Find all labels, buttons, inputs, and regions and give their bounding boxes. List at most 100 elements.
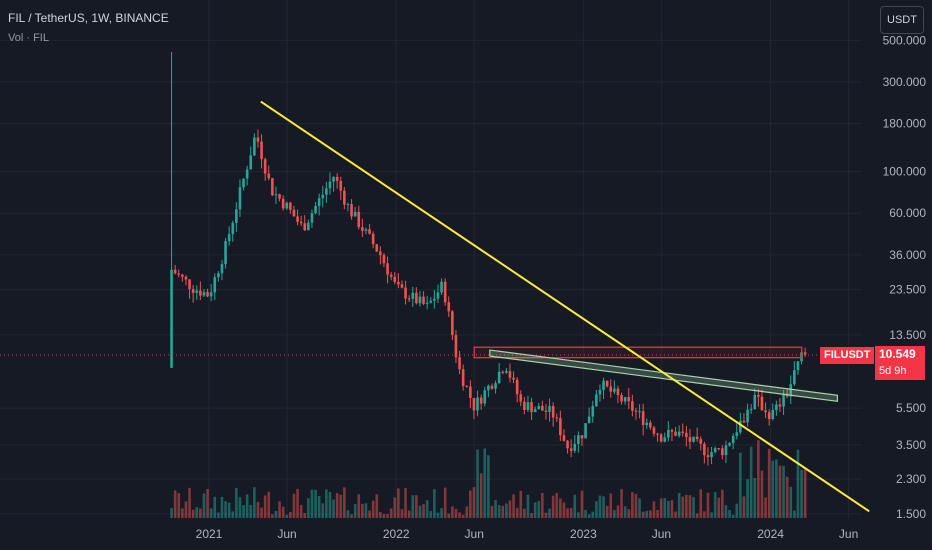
candle-body — [649, 422, 652, 428]
candle-body — [325, 188, 328, 195]
candle-body — [605, 380, 609, 387]
volume-bar — [782, 465, 785, 518]
candle-body — [692, 436, 695, 442]
resistance-zone[interactable] — [473, 346, 803, 359]
descending-trendline[interactable] — [260, 100, 870, 513]
volume-bar — [350, 514, 353, 518]
candle-body — [706, 455, 710, 458]
volume-bar — [793, 510, 796, 518]
volume-bar — [497, 505, 501, 518]
candle-body — [627, 397, 631, 402]
currency-button[interactable]: USDT — [880, 6, 924, 34]
volume-bar — [220, 496, 224, 518]
candle-body — [656, 433, 659, 435]
candle-body — [235, 209, 238, 223]
candle-body — [573, 443, 577, 451]
candle-body — [343, 190, 346, 205]
candle-body — [368, 229, 371, 234]
candle-body — [436, 292, 440, 299]
volume-bar — [382, 514, 386, 518]
candle-body — [389, 274, 393, 277]
volume-bar — [343, 487, 346, 518]
volume-bar — [404, 487, 407, 518]
volume-bar — [458, 512, 461, 518]
volume-bar — [757, 440, 760, 518]
candle-body — [422, 296, 425, 304]
volume-bar — [559, 498, 562, 518]
candle-body — [767, 412, 771, 420]
candle-body — [224, 241, 227, 265]
volume-bar — [325, 489, 328, 518]
volume-bar — [595, 501, 598, 518]
volume-bar — [296, 488, 299, 518]
candle-body — [645, 422, 649, 426]
volume-bar — [335, 493, 339, 518]
volume-bar — [227, 502, 231, 518]
candle-body — [533, 409, 537, 413]
candle-body — [616, 388, 620, 396]
candle-body — [451, 311, 454, 336]
drawing-overlays[interactable] — [0, 100, 870, 513]
candle-body — [548, 406, 551, 412]
candle-body — [425, 302, 429, 304]
volume-bar — [422, 504, 425, 518]
volume-bar — [789, 486, 793, 518]
candle-body — [659, 434, 663, 442]
candle-body — [217, 273, 220, 278]
candle-body — [681, 431, 685, 434]
bar-countdown: 5d 9h — [879, 365, 907, 377]
volume-bar — [613, 510, 616, 518]
volume-bar — [537, 501, 541, 518]
volume-bar — [184, 501, 188, 518]
y-tick-label: 36.000 — [889, 248, 926, 262]
candle-body — [544, 410, 548, 412]
candle-body — [749, 408, 753, 410]
volume-bar — [353, 504, 357, 518]
y-tick-label: 300.000 — [883, 75, 927, 89]
candle-body — [206, 292, 209, 297]
candle-body — [721, 448, 724, 456]
candle-body — [433, 298, 436, 301]
volume-bar — [548, 508, 551, 518]
volume-bar — [656, 510, 659, 518]
candle-body — [220, 264, 224, 274]
volume-bar — [299, 504, 303, 518]
candle-body — [263, 159, 267, 174]
candle-body — [623, 397, 627, 402]
candle-body — [332, 176, 335, 182]
candle-body — [454, 335, 458, 358]
candle-body — [170, 269, 173, 368]
candle-body — [742, 420, 746, 423]
volume-bar — [508, 500, 512, 518]
candle-body — [519, 394, 523, 402]
volume-bar — [645, 510, 649, 518]
price-axis[interactable]: 500.000 300.000 180.000 100.000 60.000 36.000… — [883, 33, 927, 521]
candle-body — [458, 357, 461, 370]
candle-body — [789, 384, 793, 397]
candle-body — [620, 395, 623, 402]
volume-bar — [357, 494, 361, 518]
volume-bar — [724, 505, 728, 518]
volume-bar — [346, 510, 350, 518]
candle-body — [559, 418, 562, 436]
green-channel[interactable] — [489, 349, 839, 402]
candle-body — [695, 436, 699, 440]
candle-body — [580, 435, 584, 439]
candle-body — [555, 417, 559, 419]
candle-body — [699, 439, 703, 444]
candle-body — [429, 300, 433, 303]
x-tick-label: 2022 — [383, 527, 410, 541]
volume-bar — [328, 491, 332, 518]
volume-bar — [685, 494, 688, 518]
volume-bar — [206, 489, 209, 518]
time-axis[interactable]: 2021 Jun 2022 Jun 2023 Jun 2024 Jun — [196, 527, 859, 541]
candle-body — [688, 437, 692, 442]
candle-body — [793, 370, 796, 385]
volume-bar — [260, 507, 263, 518]
volume-bar — [785, 476, 789, 518]
candle-body — [188, 279, 191, 290]
volume-bar — [271, 514, 274, 518]
candle-body — [314, 205, 317, 214]
